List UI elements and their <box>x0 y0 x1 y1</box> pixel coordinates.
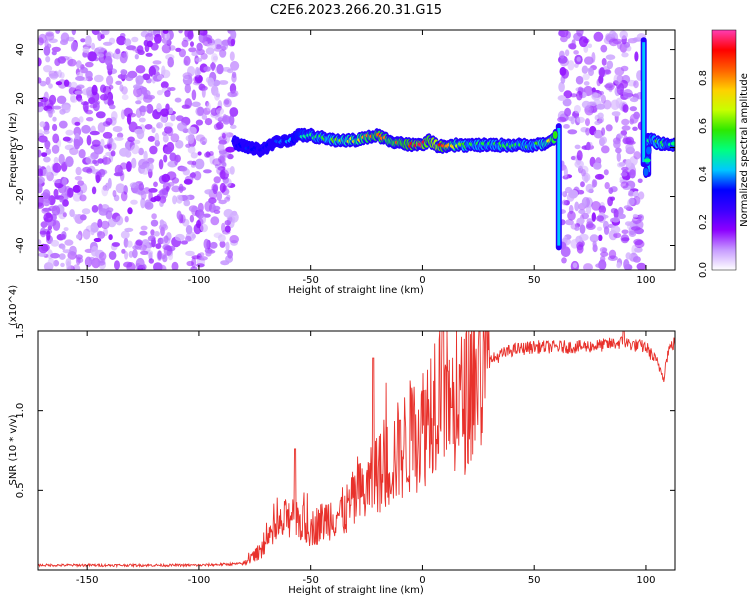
colorbar-tick-label: 0.2 <box>698 214 709 230</box>
colorbar-tick-label: 0.0 <box>698 262 709 278</box>
colorbar-label: Normalized spectral amplitude <box>739 73 750 227</box>
colorbar-tick-label: 0.6 <box>698 118 709 134</box>
colorbar-frame <box>711 29 737 271</box>
x-tick-label: -100 <box>188 275 211 286</box>
y-tick-label: -20 <box>15 188 26 204</box>
snr-y-multiplier: (x10^4) <box>8 285 19 326</box>
spectrogram-x-ticks: -150 -100 -50 0 50 100 <box>76 30 655 286</box>
x-tick-label: 0 <box>419 575 425 586</box>
x-tick-label: -100 <box>188 575 211 586</box>
snr-frame <box>37 330 676 571</box>
x-tick-label: -50 <box>303 275 319 286</box>
snr-y-ticks: 0.5 1.0 1.5 <box>15 323 675 498</box>
spectrogram-frame <box>37 29 676 271</box>
y-tick-label: 1.0 <box>15 403 26 419</box>
y-tick-label: -40 <box>15 237 26 253</box>
x-tick-label: -50 <box>303 575 319 586</box>
spectrogram-x-axis-label: Height of straight line (km) <box>288 285 424 296</box>
spectrogram-y-axis-label: Frequency (Hz) <box>8 112 19 188</box>
x-tick-label: -150 <box>76 275 99 286</box>
y-tick-label: 0.5 <box>15 482 26 498</box>
colorbar-tick-label: 0.4 <box>698 166 709 182</box>
x-tick-label: 50 <box>528 575 541 586</box>
colorbar <box>712 30 736 270</box>
colorbar-tick-label: 0.8 <box>698 70 709 86</box>
chart-title: C2E6.2023.266.20.31.G15 <box>270 3 442 18</box>
y-tick-label: 1.5 <box>15 323 26 339</box>
colorbar-ticks: 0.0 0.2 0.4 0.6 0.8 <box>698 70 709 278</box>
y-tick-label: 0 <box>15 144 26 150</box>
snr-y-axis-label: SNR (10 * v/v) <box>8 414 19 485</box>
spectrogram-plot-area <box>38 30 675 270</box>
noise-region <box>38 30 240 270</box>
snr-series-line <box>38 331 675 569</box>
x-tick-label: 100 <box>636 575 655 586</box>
x-tick-label: 50 <box>528 275 541 286</box>
y-tick-label: 20 <box>15 92 26 105</box>
signal-ridge <box>231 127 675 178</box>
spectrogram-y-ticks: -40 -20 0 20 40 <box>15 43 675 254</box>
noise-region <box>557 30 647 270</box>
snr-x-axis-label: Height of straight line (km) <box>288 585 424 596</box>
snr-x-ticks: -150 -100 -50 0 50 100 <box>76 331 655 586</box>
x-tick-label: -150 <box>76 575 99 586</box>
x-tick-label: 0 <box>419 275 425 286</box>
y-tick-label: 40 <box>15 43 26 56</box>
x-tick-label: 100 <box>636 275 655 286</box>
snr-plot-area <box>38 331 675 569</box>
